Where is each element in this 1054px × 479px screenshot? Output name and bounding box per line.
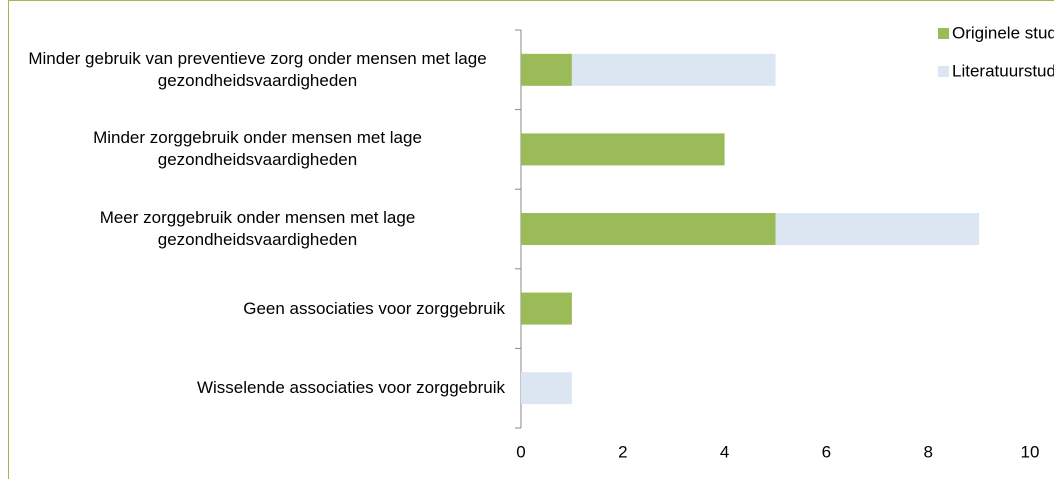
legend-label: Literatuurstudies: [952, 61, 1054, 80]
bar: [521, 292, 572, 325]
legend-swatch: [938, 28, 949, 39]
legend-swatch: [938, 66, 949, 77]
x-tick-label: 10: [1021, 442, 1040, 461]
category-text: Geen associaties voor zorggebruik: [243, 298, 505, 318]
x-tick-label: 4: [720, 442, 729, 461]
category-text: Minder zorggebruik onder mensen met lage…: [93, 128, 422, 170]
category-label: Wisselende associaties voor zorggebruik: [5, 377, 505, 399]
category-label: Meer zorggebruik onder mensen met lage g…: [5, 207, 505, 251]
category-label: Minder zorggebruik onder mensen met lage…: [5, 127, 505, 171]
bar: [521, 53, 572, 86]
category-text: Meer zorggebruik onder mensen met lage g…: [99, 208, 416, 249]
x-tick-label: 2: [618, 442, 627, 461]
category-text: Wisselende associaties voor zorggebruik: [196, 378, 505, 398]
category-label: Minder gebruik van preventieve zorg onde…: [5, 48, 505, 92]
legend-label: Originele studies: [952, 23, 1054, 42]
x-tick-label: 6: [822, 442, 831, 461]
bar: [521, 213, 776, 245]
category-label: Geen associaties voor zorggebruik: [5, 298, 505, 320]
bar: [571, 53, 776, 86]
bar: [521, 372, 572, 405]
frame: [8, 0, 1054, 479]
category-text: Minder gebruik van preventieve zorg onde…: [28, 48, 487, 90]
bar: [775, 213, 980, 245]
bar: [521, 133, 725, 166]
x-tick-label: 8: [923, 442, 932, 461]
x-tick-label: 0: [516, 442, 525, 461]
